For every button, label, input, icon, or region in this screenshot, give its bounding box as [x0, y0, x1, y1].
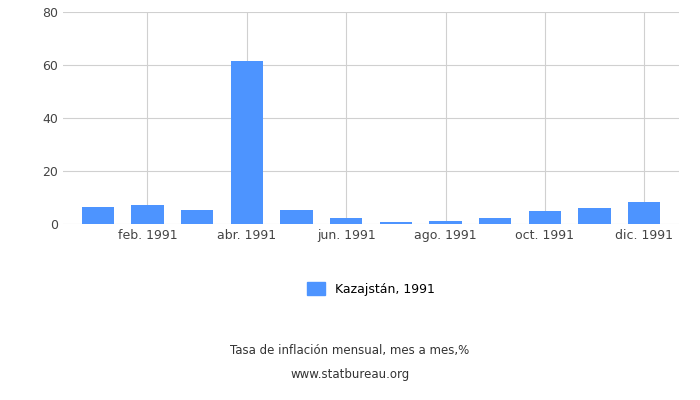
Bar: [330, 218, 363, 224]
Bar: [628, 202, 660, 224]
Text: www.statbureau.org: www.statbureau.org: [290, 368, 410, 381]
Bar: [181, 210, 214, 224]
Bar: [479, 218, 511, 224]
Legend: Kazajstán, 1991: Kazajstán, 1991: [302, 277, 440, 300]
Bar: [280, 210, 313, 224]
Bar: [231, 61, 263, 224]
Bar: [82, 207, 114, 224]
Bar: [578, 208, 610, 224]
Bar: [132, 206, 164, 224]
Bar: [429, 221, 462, 224]
Bar: [379, 222, 412, 224]
Bar: [528, 211, 561, 224]
Text: Tasa de inflación mensual, mes a mes,%: Tasa de inflación mensual, mes a mes,%: [230, 344, 470, 357]
